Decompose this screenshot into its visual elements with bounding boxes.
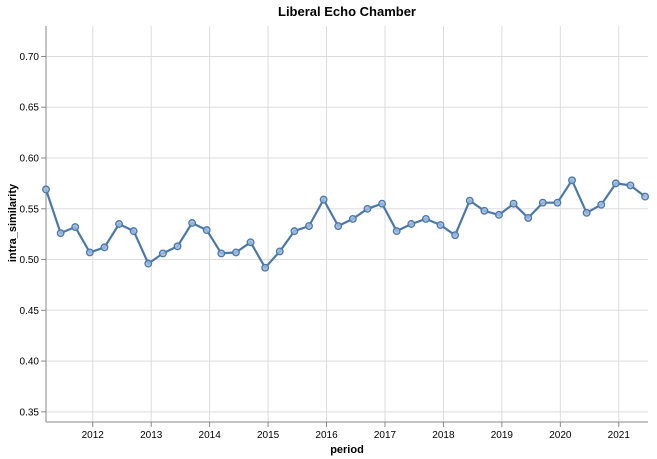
x-tick-label: 2021 (608, 430, 631, 441)
x-tick-label: 2015 (257, 430, 280, 441)
data-point (334, 222, 343, 230)
data-point (582, 208, 591, 217)
data-point (246, 238, 255, 247)
y-tick-label: 0.65 (20, 103, 40, 114)
series-line (44, 179, 646, 269)
data-point (465, 196, 474, 205)
data-point (363, 204, 372, 213)
x-tick-label: 2019 (491, 430, 514, 441)
x-tick-label: 2017 (374, 430, 397, 441)
data-point (188, 219, 197, 227)
data-point (290, 227, 299, 236)
data-point (568, 176, 576, 185)
data-point (129, 227, 138, 236)
data-point (85, 248, 94, 257)
data-point (480, 206, 489, 215)
series (42, 176, 650, 272)
data-point (158, 249, 167, 258)
data-point (348, 214, 357, 223)
data-point (319, 195, 328, 204)
y-tick-label: 0.35 (20, 407, 40, 418)
data-point (378, 199, 387, 208)
y-tick-label: 0.45 (20, 306, 40, 317)
data-point (305, 222, 313, 230)
data-point (275, 247, 284, 256)
data-point (173, 242, 182, 251)
data-point (71, 223, 80, 231)
data-point (509, 199, 518, 208)
y-tick-label: 0.70 (20, 52, 40, 63)
data-point (495, 210, 503, 219)
data-point (392, 227, 401, 236)
y-axis-title: intra_similarity (7, 183, 19, 262)
data-point (232, 248, 240, 257)
y-tick-label: 0.50 (20, 255, 40, 266)
data-point (56, 229, 65, 238)
data-point (436, 221, 445, 229)
x-tick-label: 2016 (315, 430, 338, 441)
data-point (115, 220, 124, 228)
axes: 0.35 0.40 0.45 0.50 0.55 0.60 0.65 0.70 2012 2013… (20, 26, 648, 441)
grid (46, 26, 648, 422)
data-point (421, 214, 430, 223)
x-tick-label: 2020 (549, 430, 572, 441)
data-point (641, 192, 650, 201)
data-point (538, 198, 547, 207)
chart-title: Liberal Echo Chamber (278, 4, 416, 19)
data-point (626, 181, 635, 190)
x-tick-label: 2014 (199, 430, 222, 441)
data-point (524, 213, 533, 222)
data-point (261, 263, 270, 272)
x-tick-label: 2012 (82, 430, 105, 441)
data-point (100, 243, 109, 252)
data-point (202, 226, 211, 235)
data-point (144, 259, 153, 268)
data-point (451, 231, 460, 240)
data-point (217, 249, 226, 258)
y-tick-label: 0.60 (20, 154, 40, 165)
data-point (42, 185, 50, 194)
x-tick-label: 2018 (432, 430, 455, 441)
y-tick-label: 0.40 (20, 357, 40, 368)
y-tick-label: 0.55 (20, 204, 40, 215)
data-point (597, 200, 606, 209)
x-tick-label: 2013 (140, 430, 163, 441)
data-point (407, 220, 416, 228)
data-point (553, 198, 562, 207)
x-axis-title: period (330, 444, 364, 456)
data-point (611, 179, 620, 188)
